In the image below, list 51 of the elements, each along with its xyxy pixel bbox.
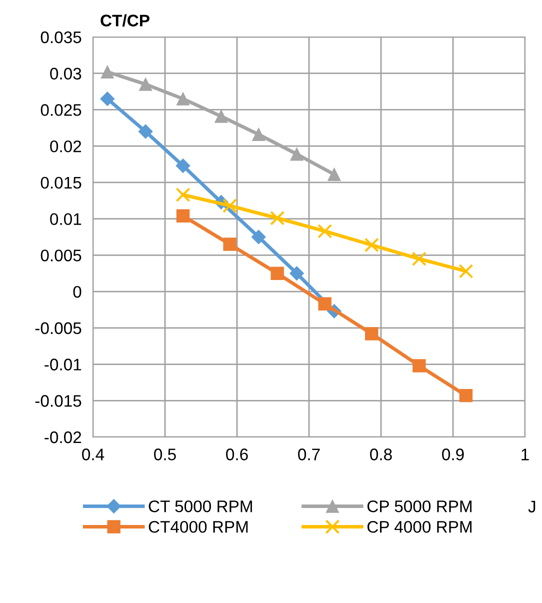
point (328, 168, 341, 182)
y-axis-title: CT/CP (100, 14, 150, 27)
point (290, 266, 304, 281)
point (223, 238, 236, 251)
y-tick-label: 0 (73, 286, 82, 298)
point (176, 188, 190, 202)
y-tick-label: 0.015 (40, 176, 82, 189)
y-tick-label: -0.015 (35, 395, 82, 407)
point (176, 92, 190, 106)
point (318, 224, 332, 238)
point (214, 110, 228, 123)
x-tick-label: 1 (522, 448, 529, 460)
y-tick-label: 0.035 (40, 31, 82, 44)
point (412, 359, 426, 372)
y-tick-label: 0.03 (50, 68, 82, 80)
x-tick-label: 0.9 (442, 448, 464, 460)
legend-label: CT4000 RPM (148, 520, 248, 533)
x-tick-label: 0.5 (154, 448, 176, 460)
point (458, 264, 474, 278)
x-tick-label: 0.4 (82, 448, 104, 460)
point (270, 210, 285, 226)
y-tick-label: -0.01 (44, 358, 82, 370)
y-tick-label: 0.025 (40, 104, 82, 116)
x-tick-label: 0.8 (370, 448, 392, 460)
point (412, 252, 426, 266)
point (251, 230, 266, 244)
x-tick-label: 0.6 (226, 448, 248, 460)
point (365, 327, 378, 340)
y-tick-label: 0.02 (50, 140, 82, 152)
legend-label: CP 5000 RPM (367, 500, 472, 512)
legend-label: CT 5000 RPM (148, 500, 252, 512)
point (222, 198, 238, 214)
point (252, 128, 266, 142)
point (138, 124, 153, 139)
y-tick-label: -0.02 (44, 431, 82, 444)
point (318, 297, 332, 311)
point (176, 158, 190, 173)
y-tick-label: 0.01 (50, 213, 82, 226)
point (100, 65, 114, 79)
y-tick-label: -0.005 (35, 322, 82, 334)
point (364, 238, 379, 252)
point (100, 92, 115, 106)
x-axis-title: J (528, 500, 536, 512)
y-tick-label: 0.005 (40, 250, 82, 262)
legend-label: CP 4000 RPM (367, 520, 472, 533)
point (459, 388, 473, 402)
point (176, 209, 190, 223)
point (270, 266, 284, 280)
x-tick-label: 0.7 (298, 448, 320, 460)
point (138, 78, 152, 91)
point (290, 147, 304, 161)
